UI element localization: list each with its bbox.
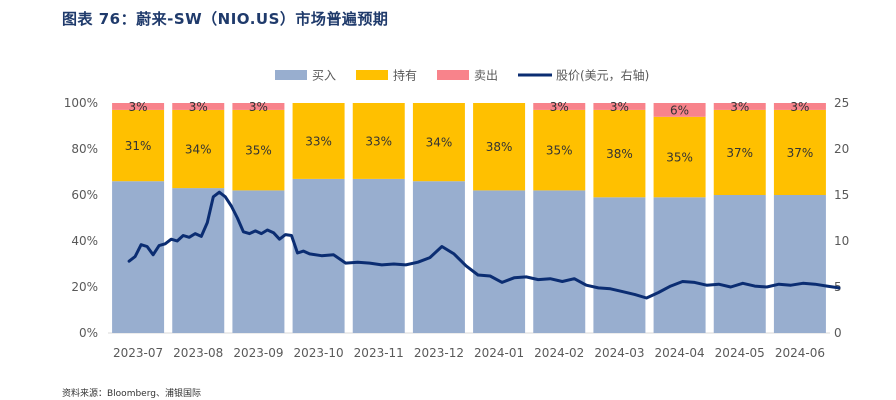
data-label-sell: 3% [610,100,629,114]
data-label-hold: 35% [245,144,272,158]
data-label-hold: 38% [486,140,513,154]
legend-label-hold: 持有 [393,68,417,83]
data-label-hold: 33% [365,134,392,148]
bar-buy [593,197,646,333]
x-tick-label: 2024-06 [775,346,825,360]
x-tick-label: 2023-10 [294,346,344,360]
chart-title: 图表 76：蔚来-SW（NIO.US）市场普遍预期 [62,10,389,28]
x-tick-label: 2023-11 [354,346,404,360]
y-left-tick-label: 0% [79,326,98,340]
y-left-tick-label: 80% [71,142,98,156]
y-right-tick-label: 15 [834,188,849,202]
x-tick-label: 2023-12 [414,346,464,360]
bar-hold [232,109,285,191]
bar-buy [533,190,586,333]
source-note: 资料来源：Bloomberg、浦银国际 [62,389,201,399]
y-left-tick-label: 40% [71,234,98,248]
bar-buy [473,190,526,333]
bar-sell [713,103,766,110]
bar-hold [292,103,345,179]
data-label-hold: 34% [426,136,453,150]
bar-hold [533,109,586,191]
x-tick-label: 2024-04 [655,346,705,360]
price-line [127,190,841,300]
legend-swatch-buy [275,70,307,80]
data-label-sell: 3% [790,100,809,114]
price-line-path [127,190,841,300]
legend: 买入 持有 卖出 股价(美元，右轴) [275,68,649,83]
bar-sell [232,103,285,110]
data-label-hold: 35% [546,144,573,158]
bar-hold [713,109,766,195]
bar-buy [713,195,766,333]
x-tick-label: 2023-08 [173,346,223,360]
bar-hold [412,103,465,182]
bar-hold [112,109,165,182]
legend-label-sell: 卖出 [474,69,498,83]
x-tick-label: 2024-02 [534,346,584,360]
y-right-tick-label: 25 [834,96,849,110]
bar-buy [773,195,826,333]
bar-hold [773,109,826,195]
bar-hold [352,103,405,179]
bar-sell [172,103,225,110]
legend-label-buy: 买入 [312,69,336,83]
y-right-tick-label: 10 [834,234,849,248]
data-label-sell: 3% [550,100,569,114]
data-label-sell: 3% [249,100,268,114]
data-label-sell: 3% [730,100,749,114]
bar-buy [112,181,165,333]
bar-hold [593,109,646,198]
bar-sell [533,103,586,110]
bar-labels: 31% 3% 34% 3% 35% 3% 33% 33% 34% 38% 35% 3% 38% 3% 35%… [125,100,814,165]
bar-hold [172,109,225,189]
x-tick-label: 2024-05 [715,346,765,360]
bar-buy [232,190,285,333]
data-label-hold: 37% [726,146,753,160]
data-label-hold: 35% [666,151,693,165]
bar-buy [653,197,706,333]
bar-hold [473,103,526,191]
data-label-hold: 33% [305,134,332,148]
y-left-tick-label: 100% [64,96,98,110]
bar-sell [773,103,826,110]
x-tick-label: 2023-07 [113,346,163,360]
x-tick-label: 2024-01 [474,346,524,360]
data-label-hold: 38% [606,147,633,161]
legend-swatch-sell [437,70,469,80]
bars [112,103,826,333]
data-label-sell: 3% [129,100,148,114]
y-left-tick-label: 60% [71,188,98,202]
legend-label-price: 股价(美元，右轴) [556,68,649,83]
data-label-sell: 3% [189,100,208,114]
data-label-hold: 37% [787,146,814,160]
y-right-tick-label: 20 [834,142,849,156]
bar-buy [352,178,405,333]
bar-sell [653,103,706,117]
x-tick-label: 2023-09 [233,346,283,360]
y-right-tick-label: 0 [834,326,842,340]
data-label-sell: 6% [670,103,689,117]
data-label-hold: 34% [185,143,212,157]
data-label-hold: 31% [125,139,152,153]
y-left-tick-label: 20% [71,280,98,294]
legend-swatch-hold [356,70,388,80]
bar-sell [112,103,165,110]
bar-hold [653,116,706,198]
bar-sell [593,103,646,110]
x-tick-label: 2024-03 [594,346,644,360]
bar-buy [172,188,225,333]
